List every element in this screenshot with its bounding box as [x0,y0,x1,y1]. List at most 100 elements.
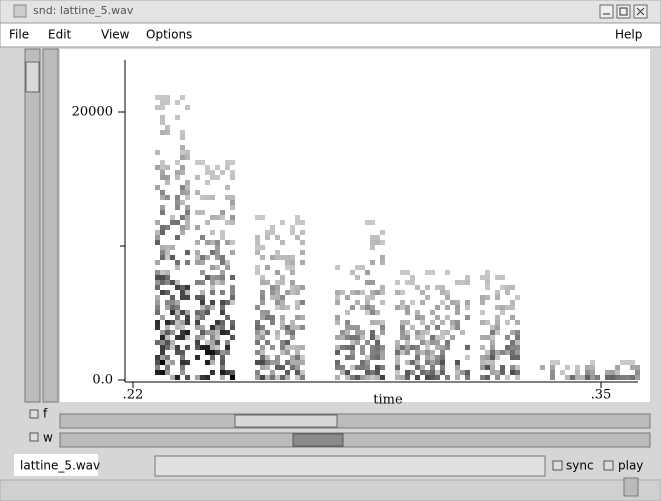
spectrogram-cell [225,300,230,305]
minimize-button[interactable] [599,4,614,19]
spectrogram-cell [185,205,190,210]
spectrogram-cell [175,280,180,285]
slider-thumb[interactable] [25,61,40,93]
menu-item[interactable]: File [9,28,29,42]
spectrogram-cell [375,365,380,370]
spectrogram-cell [160,175,165,180]
spectrogram-cell [380,285,385,290]
menu-item[interactable]: Help [615,28,642,42]
spectrogram-cell [485,350,490,355]
menu-item[interactable]: Options [146,28,192,42]
spectrogram-cell [165,325,170,330]
spectrogram-cell [485,280,490,285]
spectrogram-cell [200,300,205,305]
menu-item[interactable]: View [101,28,130,42]
spectrogram-cell [605,375,610,380]
spectrogram-cell [260,315,265,320]
spectrogram-cell [440,365,445,370]
spectrogram-cell [370,260,375,265]
x-zoom-scrollbar[interactable] [59,413,651,429]
spectrogram-cell [155,320,160,325]
spectrogram-cell [210,265,215,270]
spectrogram-cell [280,255,285,260]
menu-item[interactable]: Edit [48,28,72,42]
minibuffer[interactable] [154,455,546,477]
spectrogram-cell [270,360,275,365]
spectrogram-cell [455,360,460,365]
spectrogram-cell [585,365,590,370]
spectrogram-cell [345,310,350,315]
spectrogram-cell [215,340,220,345]
zoom-slider[interactable] [24,48,41,403]
spectrogram-cell [420,290,425,295]
spectrogram-cell [200,375,205,380]
spectrogram-cell [510,340,515,345]
spectrogram-cell [280,275,285,280]
spectrogram-cell [270,295,275,300]
spectrogram-cell [335,300,340,305]
spectrogram-cell [335,335,340,340]
spectrogram-cell [415,330,420,335]
w-checkbox[interactable] [29,432,39,442]
spectrogram-cell [260,310,265,315]
spectrogram-cell [375,370,380,375]
spectrogram-cell [510,370,515,375]
spectrogram-cell [550,375,555,380]
spectrogram-cell [290,230,295,235]
spectrogram-cell [295,360,300,365]
x-tick-label: .35 [591,388,612,403]
x-position-scrollbar[interactable] [59,432,651,448]
spectrogram-cell [160,225,165,230]
spectrogram-cell [355,325,360,330]
f-checkbox[interactable] [29,409,39,419]
spectrogram-cell [365,280,370,285]
scroll-thumb[interactable] [292,433,344,447]
play-checkbox[interactable] [603,460,614,471]
spectrogram-cell [280,350,285,355]
spectrogram-cell [160,120,165,125]
spectrogram-cell [345,295,350,300]
spectrogram-cell [230,325,235,330]
spectrogram-cell [400,305,405,310]
spectrogram-cell [165,180,170,185]
spectrogram-cell [200,330,205,335]
spectrogram-cell [480,355,485,360]
spectrogram-cell [210,240,215,245]
sync-checkbox[interactable] [552,460,563,471]
spectrogram-cell [155,270,160,275]
scroll-thumb[interactable] [234,414,338,428]
spectrogram-cell [295,375,300,380]
position-slider[interactable] [42,48,59,403]
spectrogram-cell [395,360,400,365]
spectrogram-cell [165,280,170,285]
spectrogram-cell [225,350,230,355]
spectrogram-cell [370,355,375,360]
spectrogram-cell [185,185,190,190]
maximize-button[interactable] [616,4,631,19]
spectrogram-cell [260,350,265,355]
spectrogram-cell [260,330,265,335]
spectrogram-cell [500,350,505,355]
spectrogram-cell [515,330,520,335]
spectrogram-cell [155,360,160,365]
spectrogram-cell [440,290,445,295]
spectrogram-cell [220,280,225,285]
spectrogram-cell [230,335,235,340]
spectrogram-cell [215,245,220,250]
spectrogram-cell [285,345,290,350]
spectrogram-cell [180,200,185,205]
spectrogram-cell [290,355,295,360]
spectrogram-cell [300,355,305,360]
spectrogram-cell [155,230,160,235]
spectrogram-cell [395,305,400,310]
spectrogram-cell [420,335,425,340]
amp-slider[interactable] [623,477,639,497]
spectrogram-cell [380,345,385,350]
spectrogram-cell [480,300,485,305]
spectrogram-cell [270,285,275,290]
spectrogram-cell [610,375,615,380]
spectrogram-cell [175,220,180,225]
spectrogram-cell [400,300,405,305]
spectrogram-cell [270,370,275,375]
spectrogram-cell [215,280,220,285]
